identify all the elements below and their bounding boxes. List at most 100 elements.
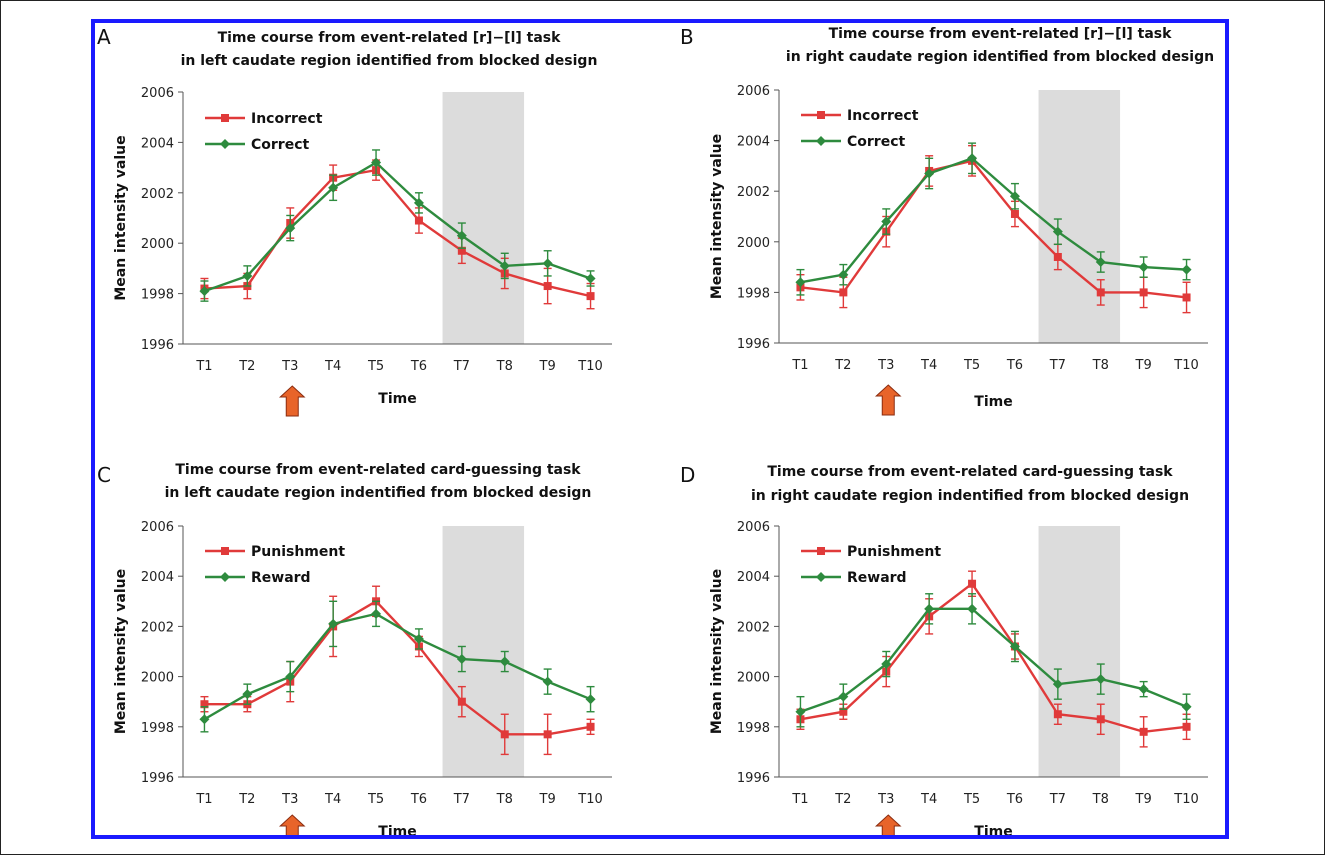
series-correct: Correct [795,134,1192,296]
data-point [838,269,849,280]
data-point [839,288,848,297]
y-tick-label: 2000 [737,236,770,251]
series-line [800,159,1187,299]
data-point [586,722,595,731]
chart-title-line-1: Time course from event-related card-gues… [175,462,581,478]
data-point [967,603,978,614]
data-point [199,286,210,297]
panel-d: D Time course from event-related card-gue… [680,463,1208,840]
data-point [1009,191,1020,202]
figure-border [91,19,1229,839]
y-tick-label: 1998 [141,288,174,303]
data-point [457,246,466,255]
chart-title-line-2: in left caudate region identified from b… [181,53,598,69]
data-point [414,216,423,225]
x-tick-label: T9 [539,792,556,807]
data-point [285,671,296,682]
legend-marker [816,136,826,146]
shaded-region [442,526,525,777]
y-axis-label: Mean intensity value [709,134,725,299]
x-tick-label: T7 [453,359,470,374]
x-tick-label: T7 [1049,792,1066,807]
chart-title-line-2: in left caudate region indentified from … [165,485,592,501]
data-point [1138,262,1149,273]
x-tick-label: T10 [577,792,602,807]
x-tick-label: T6 [1006,358,1023,373]
data-point [499,260,510,271]
y-axis-label: Mean intensity value [113,135,129,300]
y-tick-label: 2004 [141,570,174,585]
arrow-up-icon [278,385,306,417]
y-tick-label: 2004 [737,135,770,150]
data-point [543,282,552,291]
y-tick-label: 2002 [737,185,770,200]
x-tick-label: T2 [834,792,851,807]
data-point [1052,226,1063,237]
y-tick-label: 2006 [141,86,174,101]
legend-marker [817,547,825,555]
panel-letter: A [97,25,111,49]
data-point [199,714,210,725]
x-tick-label: T5 [367,359,384,374]
data-point [881,659,892,670]
data-point [542,676,553,687]
x-tick-label: T2 [834,358,851,373]
chart-title-line-1: Time course from event-related card-gues… [767,464,1173,480]
x-axis-label: Time [378,824,416,840]
series-line [204,599,591,736]
x-tick-label: T5 [963,792,980,807]
y-tick-label: 1996 [141,771,174,786]
shaded-region [442,92,525,344]
x-tick-label: T9 [1135,358,1152,373]
data-point [924,603,935,614]
x-tick-label: T6 [1006,792,1023,807]
x-tick-label: T4 [324,792,341,807]
legend-marker [220,139,230,149]
data-point [1182,293,1191,302]
y-tick-label: 2000 [737,671,770,686]
data-point [839,707,848,716]
x-tick-label: T8 [1092,792,1109,807]
data-point [457,697,466,706]
x-tick-label: T5 [963,358,980,373]
x-tick-label: T1 [791,358,808,373]
arrow-up-icon [874,814,902,835]
x-tick-label: T6 [410,792,427,807]
data-point [1138,684,1149,695]
legend-marker [221,547,229,555]
data-point [1052,679,1063,690]
x-tick-label: T9 [1135,792,1152,807]
shaded-region [1038,526,1121,777]
y-tick-label: 2002 [737,620,770,635]
data-point [795,706,806,717]
y-axis-label: Mean intensity value [113,569,129,734]
x-tick-label: T8 [496,792,513,807]
x-tick-label: T1 [791,792,808,807]
data-point [542,258,553,269]
series-correct: Correct [199,137,596,302]
series-line [800,156,1187,284]
series-reward: Reward [199,570,596,733]
y-tick-label: 1998 [737,286,770,301]
y-tick-label: 2004 [737,570,770,585]
x-axis-label: Time [974,824,1012,840]
data-point [1053,710,1062,719]
panel-a: A Time course from event-related [r]−[l] … [97,25,612,417]
data-point [1096,715,1105,724]
data-point [242,270,253,281]
x-tick-label: T3 [877,358,894,373]
x-tick-label: T2 [238,359,255,374]
data-point [881,216,892,227]
x-tick-label: T2 [238,792,255,807]
data-point [1095,674,1106,685]
data-point [1139,288,1148,297]
x-tick-label: T3 [877,792,894,807]
x-tick-label: T4 [324,359,341,374]
y-tick-label: 2004 [141,136,174,151]
data-point [795,277,806,288]
y-tick-label: 1998 [141,721,174,736]
x-tick-label: T3 [281,792,298,807]
data-point [585,273,596,284]
chart-title-line-2: in right caudate region indentified from… [751,488,1189,504]
data-point [1053,252,1062,261]
